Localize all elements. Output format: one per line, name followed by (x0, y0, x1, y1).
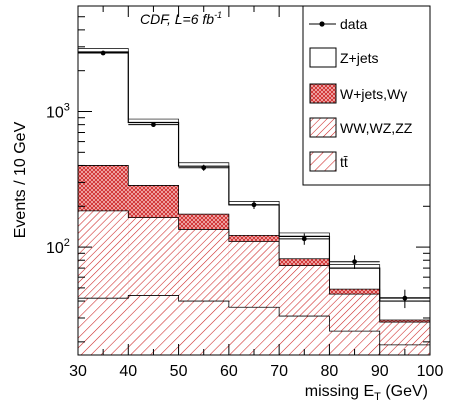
bar (228, 307, 280, 355)
point (301, 236, 307, 242)
series-line (78, 210, 430, 323)
x-tick-label: 70 (270, 363, 288, 380)
legend-label: WW,WZ,ZZ (340, 120, 413, 136)
y-tick-label: 102 (46, 237, 70, 257)
legend-marker (319, 21, 325, 27)
bar (128, 295, 179, 355)
bar (279, 316, 330, 355)
histogram-bars (78, 51, 430, 356)
point (100, 50, 106, 56)
x-tick-label: 60 (220, 363, 238, 380)
series-line (78, 165, 430, 321)
x-tick-label: 80 (321, 363, 339, 380)
x-tick-label: 30 (69, 363, 87, 380)
point (402, 295, 408, 301)
y-axis-label: Events / 10 GeV (12, 121, 29, 238)
legend-label: Z+jets (340, 50, 379, 66)
point (201, 165, 207, 171)
bar (178, 301, 229, 355)
x-tick-label: 90 (371, 363, 389, 380)
legend-swatch (309, 47, 337, 68)
point (151, 122, 156, 128)
point (251, 202, 257, 208)
point (352, 259, 357, 265)
legend-swatch (309, 83, 337, 104)
legend-label: data (340, 16, 367, 32)
x-tick-label: 40 (119, 363, 137, 380)
bar (329, 331, 380, 355)
bar (78, 298, 129, 355)
x-tick-label: 100 (417, 363, 444, 380)
x-tick-label: 50 (170, 363, 188, 380)
legend-label: W+jets,Wγ (340, 86, 407, 102)
legend-swatch (309, 151, 337, 172)
y-tick-label: 103 (46, 102, 70, 122)
legend-swatch (309, 117, 337, 138)
x-axis-label: missing ET (GeV) (305, 383, 428, 403)
axis-ticks: 30 40 50 60 70 80 90 100 102 103 (46, 5, 444, 380)
cdf-annotation: CDF, L=6 fb-1 (140, 10, 222, 27)
legend-label: tt̄ (340, 154, 348, 170)
data-points (78, 50, 430, 309)
series-line (78, 295, 430, 346)
legend: data Z+jets W+jets,Wγ WW,WZ,ZZ tt̄ (302, 5, 431, 186)
